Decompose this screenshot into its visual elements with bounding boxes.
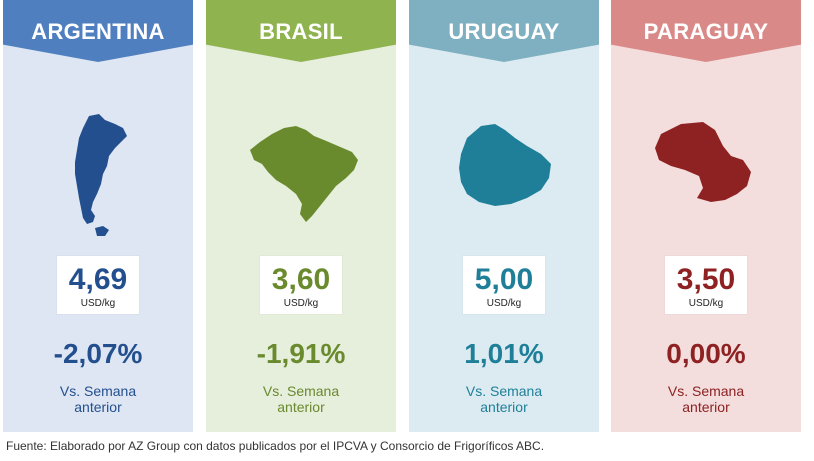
country-card-paraguay: PARAGUAY 3,50 USD/kg 0,00% Vs. Semana an…	[611, 0, 801, 432]
change-caption: Vs. Semana anterior	[409, 383, 599, 415]
country-name: BRASIL	[259, 19, 343, 44]
source-note: Fuente: Elaborado por AZ Group con datos…	[6, 439, 545, 453]
price-box: 3,50 USD/kg	[665, 256, 747, 314]
price-value: 3,60	[271, 263, 331, 296]
caption-line1: Vs. Semana	[59, 383, 137, 399]
weekly-change: 0,00%	[666, 338, 746, 369]
uruguay-map-icon	[459, 124, 551, 206]
caption-line2: anterior	[480, 399, 528, 415]
price-box: 4,69 USD/kg	[57, 256, 139, 314]
caption-line1: Vs. Semana	[262, 383, 340, 399]
caption-line2: anterior	[74, 399, 122, 415]
country-name: ARGENTINA	[31, 19, 165, 44]
weekly-change: 1,01%	[464, 338, 544, 369]
caption-line1: Vs. Semana	[667, 383, 745, 399]
weekly-change: -2,07%	[53, 338, 143, 369]
weekly-change: -1,91%	[256, 338, 346, 369]
price-value: 3,50	[676, 263, 736, 296]
country-name: URUGUAY	[448, 19, 560, 44]
price-unit: USD/kg	[688, 298, 724, 309]
change-caption: Vs. Semana anterior	[611, 383, 801, 415]
country-card-argentina: ARGENTINA 4,69 USD/kg -2,07% Vs. Semana …	[3, 0, 193, 432]
caption-line1: Vs. Semana	[465, 383, 543, 399]
price-unit: USD/kg	[283, 298, 319, 309]
price-unit: USD/kg	[486, 298, 522, 309]
price-value: 5,00	[474, 263, 534, 296]
change-caption: Vs. Semana anterior	[206, 383, 396, 415]
caption-line2: anterior	[277, 399, 325, 415]
country-name: PARAGUAY	[643, 19, 769, 44]
country-card-brasil: BRASIL 3,60 USD/kg -1,91% Vs. Semana ant…	[206, 0, 396, 432]
brasil-map-icon	[250, 126, 358, 222]
change-caption: Vs. Semana anterior	[3, 383, 193, 415]
price-box: 5,00 USD/kg	[463, 256, 545, 314]
price-unit: USD/kg	[80, 298, 116, 309]
country-card-uruguay: URUGUAY 5,00 USD/kg 1,01% Vs. Semana ant…	[409, 0, 599, 432]
price-box: 3,60 USD/kg	[260, 256, 342, 314]
price-value: 4,69	[68, 263, 128, 296]
paraguay-map-icon	[655, 122, 751, 202]
caption-line2: anterior	[682, 399, 730, 415]
argentina-map-icon	[75, 114, 127, 236]
